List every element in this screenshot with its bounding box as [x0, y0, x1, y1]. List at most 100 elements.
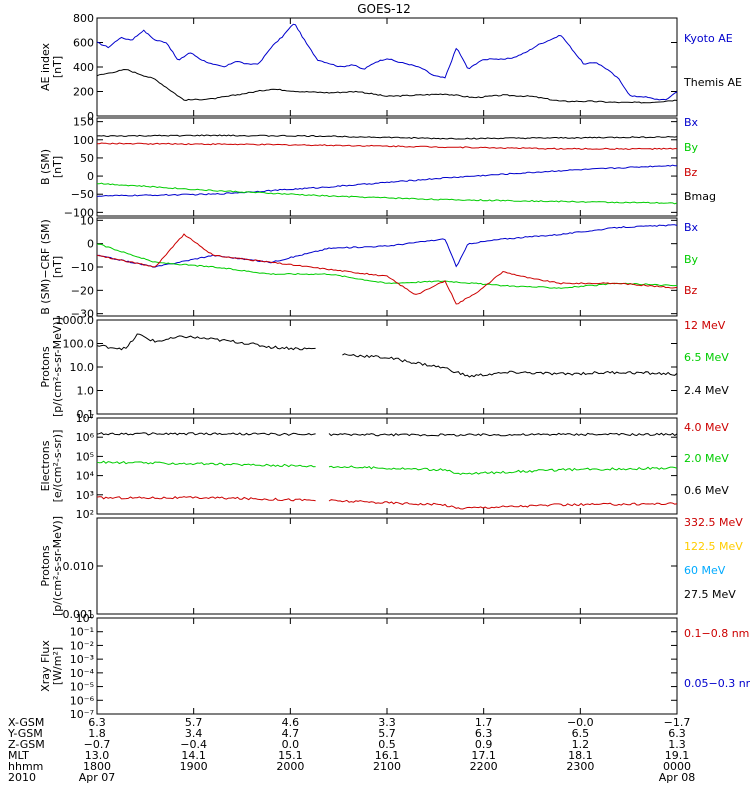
legend-label: 122.5 MeV — [684, 540, 743, 553]
y-axis-label: B (SM)[nT] — [39, 149, 64, 185]
y-tick-label: 0.010 — [63, 560, 95, 573]
legend-label: Bx — [684, 221, 699, 234]
x-axis-value: 19.1 — [665, 749, 690, 762]
x-axis-value: 3.4 — [185, 727, 203, 740]
x-axis-value: 13.0 — [85, 749, 110, 762]
x-axis-value: −0.4 — [180, 738, 207, 751]
series-line-0-6-mev — [328, 432, 678, 437]
y-tick-label: −100 — [64, 206, 94, 219]
legend-label: 12 MeV — [684, 319, 726, 332]
x-axis-value: 17.1 — [471, 749, 496, 762]
y-tick-label: 400 — [73, 61, 94, 74]
y-tick-label: −30 — [71, 308, 94, 321]
series-line-kyoto-ae — [96, 23, 678, 101]
y-tick-label: 800 — [73, 12, 94, 25]
panel-3: 10 0 −10 −20 −30 B (SM)−CRF (SM)[nT] Bx By Bz — [39, 214, 699, 320]
y-tick-label: 0.1 — [77, 408, 95, 421]
y-tick-label: 10⁻⁶ — [70, 694, 95, 707]
y-tick-label: 10 — [80, 214, 94, 227]
series-line-bz — [96, 233, 678, 305]
y-axis-label: Protons[p/(cm²-s-sr-MeV)] — [39, 317, 64, 417]
x-axis-row-label: 2010 — [8, 771, 36, 784]
legend-label: 27.5 MeV — [684, 588, 736, 601]
series-line-bx — [96, 224, 678, 268]
x-axis-value: 2300 — [566, 760, 594, 773]
x-axis-value: 5.7 — [185, 716, 203, 729]
legend-label: Bx — [684, 116, 699, 129]
y-tick-label: 10⁻⁴ — [70, 667, 95, 680]
series-line-bmag — [96, 134, 678, 140]
y-tick-label: 10⁻⁵ — [70, 681, 94, 694]
series-line-bz — [96, 142, 677, 150]
legend-label: Bmag — [684, 190, 716, 203]
y-axis-label: Protons[p/(cm²-s-sr-MeV)] — [39, 516, 64, 616]
x-axis-row-label: X-GSM — [8, 716, 44, 729]
y-tick-label: 10⁰ — [76, 612, 95, 625]
series-line-2-4-mev — [342, 353, 678, 378]
y-tick-label: 1000.0 — [56, 314, 95, 327]
legend-label: Themis AE — [683, 76, 742, 89]
x-axis-row-label: Y-GSM — [7, 727, 43, 740]
x-axis-value: 2000 — [276, 760, 304, 773]
legend-label: 6.5 MeV — [684, 351, 729, 364]
x-axis-value: Apr 07 — [79, 771, 116, 784]
x-axis-value: 2100 — [373, 760, 401, 773]
y-axis-label: Electrons[e/(cm²-s-sr)] — [39, 430, 64, 503]
panel-1: 800 600 400 200 0 AE index[nT] Kyoto AE Themis … — [39, 12, 742, 123]
x-axis-value: 0.5 — [378, 738, 396, 751]
y-tick-label: −10 — [71, 261, 94, 274]
y-tick-label: 100 — [73, 134, 94, 147]
panel-frame — [96, 217, 678, 317]
x-axis-value: 1.7 — [475, 716, 493, 729]
y-tick-label: 600 — [73, 37, 94, 50]
legend-label: By — [684, 253, 699, 266]
x-axis-row-label: Z-GSM — [8, 738, 45, 751]
legend-label: By — [684, 141, 699, 154]
y-axis-label: B (SM)−CRF (SM)[nT] — [39, 219, 64, 315]
y-axis-label: AE index[nT] — [39, 42, 64, 91]
x-axis-value: 1.3 — [668, 738, 686, 751]
y-tick-label: 200 — [73, 86, 94, 99]
y-tick-label: 10⁻¹ — [70, 626, 94, 639]
panel-frame — [96, 117, 678, 217]
y-tick-label: 10³ — [76, 489, 94, 502]
y-tick-label: −20 — [71, 284, 94, 297]
y-tick-label: 10² — [76, 508, 94, 521]
series-line-themis-ae — [96, 68, 678, 104]
series-line-2-4-mev — [96, 333, 316, 351]
y-tick-label: 150 — [73, 116, 94, 129]
y-tick-label: 10⁴ — [76, 470, 95, 483]
x-axis-value: 18.1 — [568, 749, 593, 762]
legend-label: 332.5 MeV — [684, 516, 743, 529]
series-line-bx — [96, 164, 677, 197]
x-axis-value: 15.1 — [278, 749, 303, 762]
panel-frame — [96, 617, 678, 715]
y-tick-label: 10⁻² — [70, 639, 94, 652]
legend-label: Bz — [684, 284, 698, 297]
x-axis-value: 1800 — [83, 760, 111, 773]
series-line-by — [96, 182, 678, 205]
series-line-0-6-mev — [96, 432, 316, 436]
x-axis-value: 14.1 — [181, 749, 206, 762]
panel-5: 10⁷ 10⁶ 10⁵ 10⁴ 10³ 10² Electrons[e/(cm²-s-sr)… — [39, 412, 729, 521]
y-tick-label: 0 — [87, 110, 94, 123]
x-axis-value: Apr 08 — [659, 771, 696, 784]
x-axis-value: −0.0 — [567, 716, 594, 729]
panel-2: 150 100 50 0 −50 −100 B (SM)[nT] Bx By Bz Bmag — [39, 116, 716, 220]
x-axis-value: −0.7 — [84, 738, 111, 751]
series-line-by — [97, 243, 678, 289]
series-line-2-0-mev — [328, 465, 678, 475]
y-tick-label: 10⁻³ — [70, 653, 94, 666]
y-tick-label: 10.0 — [70, 361, 95, 374]
x-axis-row-label: MLT — [8, 749, 29, 762]
x-axis-value: −1.7 — [664, 716, 691, 729]
x-axis-value: 1.8 — [88, 727, 106, 740]
x-axis-value: 0.9 — [475, 738, 493, 751]
series-line-2-0-mev — [96, 460, 316, 468]
x-axis-value: 0.0 — [282, 738, 300, 751]
legend-label: Bz — [684, 166, 698, 179]
series-line-4-0-mev — [96, 496, 316, 502]
panel-frame — [96, 417, 678, 515]
